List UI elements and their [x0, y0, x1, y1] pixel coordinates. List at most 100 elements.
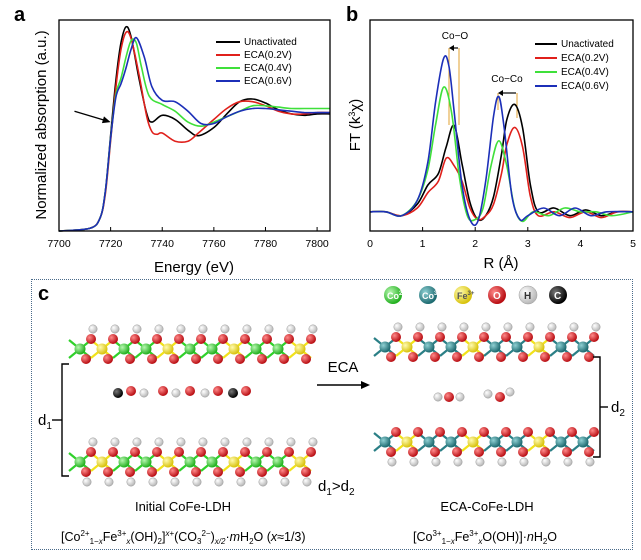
- oxygen-atom: [523, 332, 533, 342]
- oxygen-atom: [474, 447, 484, 457]
- hydrogen-atom: [214, 477, 224, 487]
- oxygen-atom: [125, 354, 135, 364]
- oxygen-atom: [452, 447, 462, 457]
- cobalt-atom: [379, 341, 391, 353]
- oxygen-atom: [408, 447, 418, 457]
- hydrogen-atom: [154, 437, 164, 447]
- exafs-x-tick-label: 0: [367, 238, 373, 250]
- right-structure-title: ECA-CoFe-LDH: [440, 499, 533, 514]
- co-co-label: Co−Co: [491, 74, 523, 85]
- hydrogen-atom: [258, 477, 268, 487]
- exafs-plot-frame: [369, 19, 634, 232]
- oxygen-atom: [196, 447, 206, 457]
- legend-c-ball: [549, 286, 567, 304]
- oxygen-atom: [213, 386, 223, 396]
- d1-bracket: [61, 363, 69, 477]
- oxygen-atom: [257, 354, 267, 364]
- hydrogen-atom: [286, 324, 296, 334]
- exafs-annotations: Co−O Co−Co: [442, 31, 523, 125]
- legend-fe3-ball: [454, 286, 472, 304]
- oxygen-atom: [567, 332, 577, 342]
- exafs-x-tick-label: 5: [630, 238, 636, 250]
- hydrogen-atom: [481, 322, 491, 332]
- hydrogen-atom: [148, 477, 158, 487]
- oxygen-atom: [567, 427, 577, 437]
- hydrogen-atom: [519, 457, 529, 467]
- oxygen-atom: [213, 354, 223, 364]
- oxygen-atom: [562, 447, 572, 457]
- right-top-oxyhydroxide-layer: [373, 322, 601, 362]
- hydrogen-atom: [415, 322, 425, 332]
- hydrogen-atom: [264, 437, 274, 447]
- oxygen-atom: [306, 334, 316, 344]
- oxygen-atom: [584, 352, 594, 362]
- left-formula: [Co2+1−xFe3+x(OH)2]x+(CO32−)x/2·mH2O (x≈…: [61, 529, 306, 546]
- xanes-arrow-line: [74, 110, 107, 122]
- xanes-x-axis-title: Energy (eV): [154, 259, 234, 276]
- cobalt-atom: [74, 456, 86, 468]
- legend-co2-ball: [384, 286, 402, 304]
- panel-letter-b: b: [346, 4, 359, 26]
- left-structure-title: Initial CoFe-LDH: [135, 499, 231, 514]
- exafs-legend-unactivated: Unactivated: [561, 39, 614, 50]
- left-top-hydroxide-layer: [68, 324, 318, 364]
- oxygen-atom: [562, 352, 572, 362]
- hydrogen-atom: [541, 457, 551, 467]
- oxygen-atom: [284, 334, 294, 344]
- exafs-x-tick-label: 1: [420, 238, 426, 250]
- oxygen-atom: [501, 427, 511, 437]
- hydrogen-atom: [126, 477, 136, 487]
- iron-atom: [162, 456, 174, 468]
- hydrogen-atom: [110, 437, 120, 447]
- co-co-arrow-head: [498, 90, 503, 96]
- hydrogen-atom: [198, 324, 208, 334]
- legend-h-ball: [518, 285, 538, 305]
- panel-c-frame: [31, 279, 633, 550]
- hydrogen-atom: [236, 477, 246, 487]
- hydrogen-atom: [198, 437, 208, 447]
- hydrogen-atom: [242, 324, 252, 334]
- oxygen-atom: [152, 447, 162, 457]
- exafs-series-eca02: [369, 126, 634, 221]
- oxygen-atom: [108, 334, 118, 344]
- xanes-legend-eca06: ECA(0.6V): [244, 76, 292, 87]
- oxygen-atom: [306, 447, 316, 457]
- xanes-legend-eca02: ECA(0.2V): [244, 50, 292, 61]
- exafs-x-ticks: 0 1 2 3 4 5: [367, 227, 636, 250]
- oxygen-atom: [86, 447, 96, 457]
- d1-label: d1: [38, 412, 52, 432]
- cobalt-atom: [511, 341, 523, 353]
- oxygen-atom: [589, 427, 599, 437]
- hydrogen-atom: [483, 389, 493, 399]
- xanes-x-tick-label: 7780: [254, 238, 278, 250]
- oxygen-atom: [386, 352, 396, 362]
- right-interlayer-water: [433, 387, 515, 402]
- exafs-x-tick-label: 3: [525, 238, 531, 250]
- d-comparison: d1>d2: [318, 478, 355, 498]
- hydrogen-atom: [455, 392, 465, 402]
- xanes-x-tick-label: 7700: [47, 238, 71, 250]
- hydrogen-atom: [409, 457, 419, 467]
- oxygen-atom: [452, 352, 462, 362]
- hydrogen-atom: [200, 388, 210, 398]
- cobalt-atom: [206, 456, 218, 468]
- oxygen-atom: [103, 354, 113, 364]
- hydrogen-atom: [302, 477, 312, 487]
- legend-o-ball: [488, 286, 506, 304]
- oxygen-atom: [130, 334, 140, 344]
- oxygen-atom: [413, 332, 423, 342]
- cobalt-atom: [489, 341, 501, 353]
- hydrogen-atom: [453, 457, 463, 467]
- oxygen-atom: [391, 332, 401, 342]
- cobalt-atom: [250, 456, 262, 468]
- carbon-atom: [228, 388, 238, 398]
- cobalt-atom: [379, 436, 391, 448]
- oxygen-atom: [589, 332, 599, 342]
- cobalt-atom: [272, 343, 284, 355]
- oxygen-atom: [584, 447, 594, 457]
- hydrogen-atom: [110, 324, 120, 334]
- iron-atom: [533, 341, 545, 353]
- oxygen-atom: [479, 427, 489, 437]
- oxygen-atom: [262, 447, 272, 457]
- co-o-arrow-head: [449, 45, 454, 51]
